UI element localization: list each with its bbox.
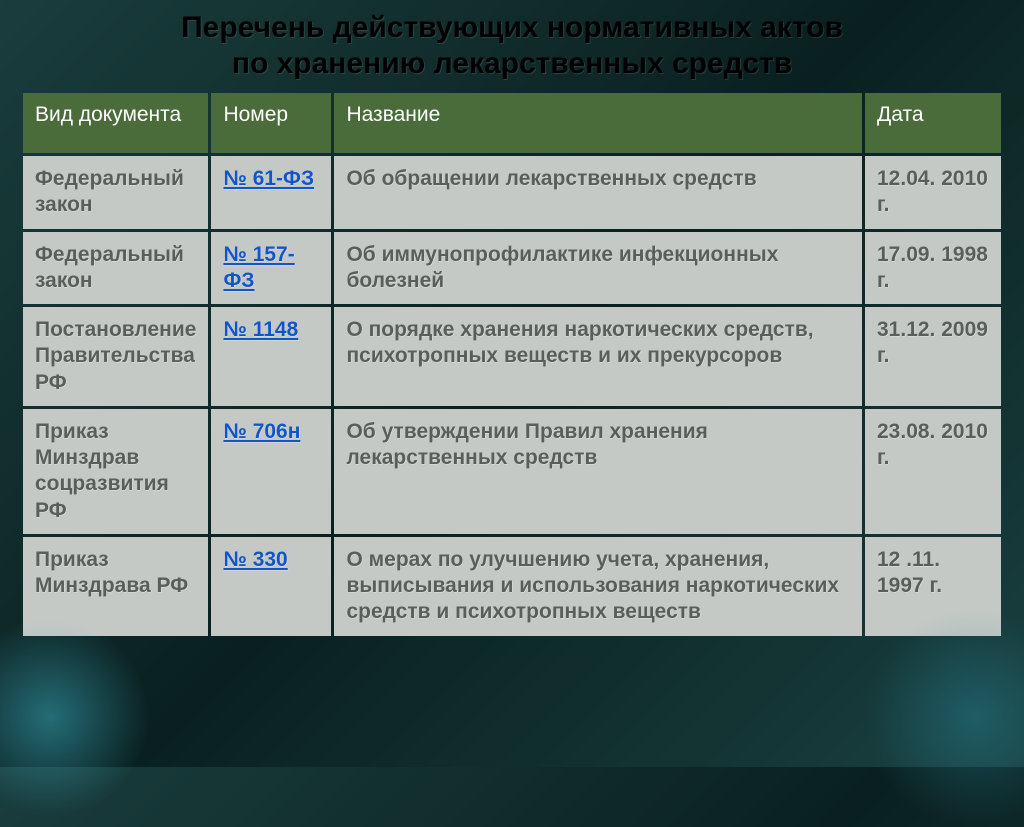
cell-date: 17.09. 1998 г. — [865, 232, 1001, 305]
cell-date: 31.12. 2009 г. — [865, 307, 1001, 406]
cell-name: О мерах по улучшению учета, хранения, вы… — [334, 537, 862, 636]
col-header-name: Название — [334, 93, 862, 153]
col-header-num: Номер — [211, 93, 331, 153]
cell-num-link[interactable]: № 706н — [211, 409, 331, 534]
cell-doc: Приказ Минздрав соцразвития РФ — [23, 409, 208, 534]
cell-num-link[interactable]: № 157-ФЗ — [211, 232, 331, 305]
table-row: Приказ Минздрав соцразвития РФ № 706н Об… — [23, 409, 1001, 534]
cell-num-link[interactable]: № 330 — [211, 537, 331, 636]
cell-num-link[interactable]: № 1148 — [211, 307, 331, 406]
cell-name: О порядке хранения наркотических средств… — [334, 307, 862, 406]
table-row: Федеральный закон № 61-ФЗ Об обращении л… — [23, 156, 1001, 229]
col-header-date: Дата — [865, 93, 1001, 153]
cell-name: Об утверждении Правил хранения лекарстве… — [334, 409, 862, 534]
cell-doc: Федеральный закон — [23, 156, 208, 229]
page-title: Перечень действующих нормативных актов п… — [20, 10, 1004, 82]
table-row: Постановление Правительства РФ № 1148 О … — [23, 307, 1001, 406]
cell-doc: Постановление Правительства РФ — [23, 307, 208, 406]
cell-date: 23.08. 2010 г. — [865, 409, 1001, 534]
regulations-table: Вид документа Номер Название Дата Федера… — [20, 90, 1004, 639]
cell-num-link[interactable]: № 61-ФЗ — [211, 156, 331, 229]
col-header-doc: Вид документа — [23, 93, 208, 153]
cell-doc: Федеральный закон — [23, 232, 208, 305]
cell-date: 12.04. 2010 г. — [865, 156, 1001, 229]
title-line-1: Перечень действующих нормативных актов — [181, 11, 843, 44]
table-header-row: Вид документа Номер Название Дата — [23, 93, 1001, 153]
title-line-2: по хранению лекарственных средств — [232, 47, 792, 80]
slide-container: Перечень действующих нормативных актов п… — [0, 0, 1024, 767]
table-row: Приказ Минздрава РФ № 330 О мерах по улу… — [23, 537, 1001, 636]
cell-name: Об обращении лекарственных средств — [334, 156, 862, 229]
cell-name: Об иммунопрофилактике инфекционных болез… — [334, 232, 862, 305]
table-row: Федеральный закон № 157-ФЗ Об иммунопроф… — [23, 232, 1001, 305]
